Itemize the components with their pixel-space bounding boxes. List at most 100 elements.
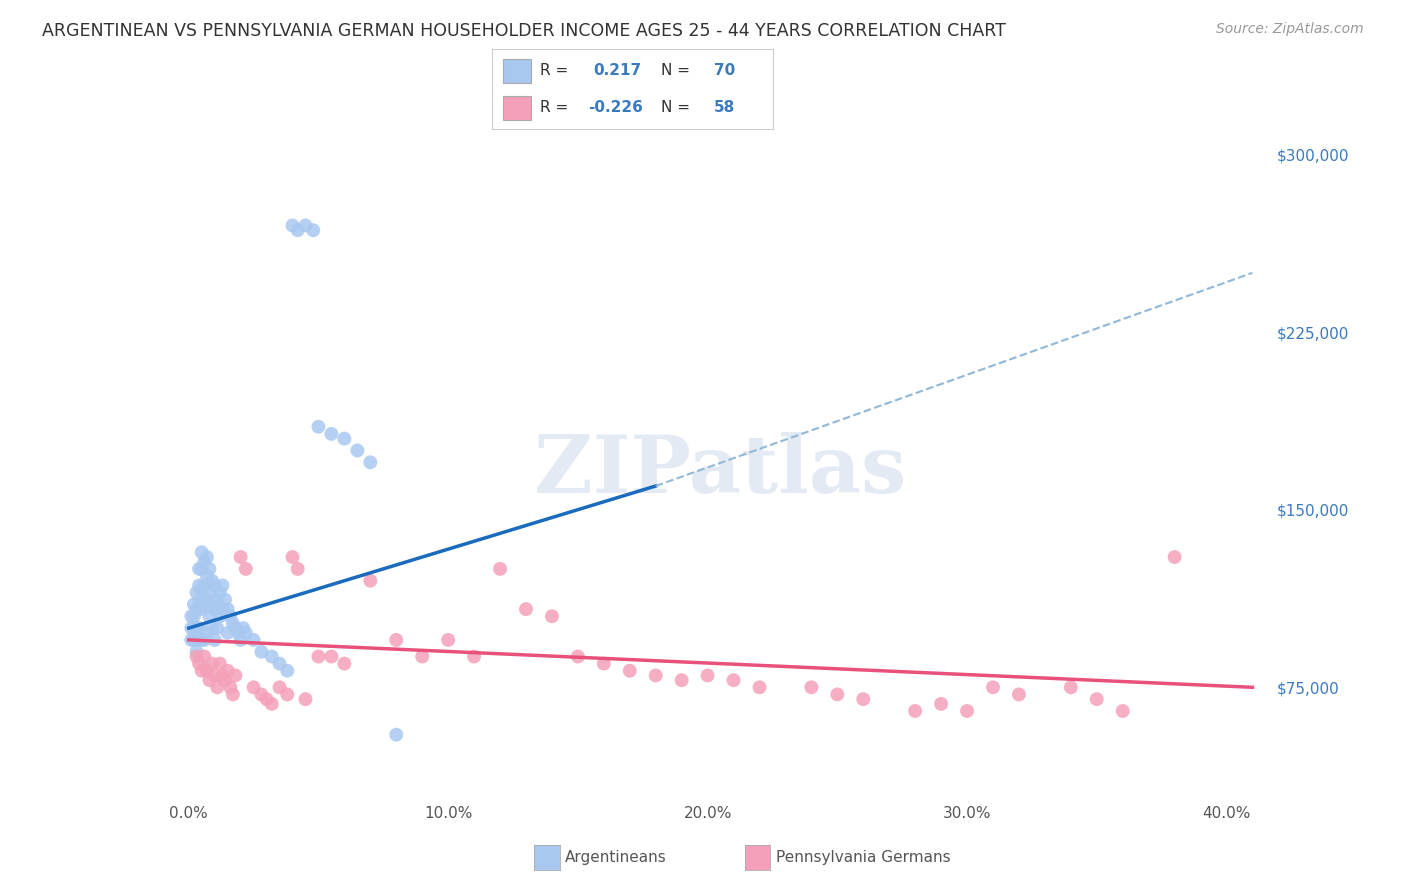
Point [198,562,221,576]
Point [193,578,215,592]
Point [186,585,208,599]
Point [515,602,537,616]
Point [219,681,242,695]
Point [193,632,215,647]
Point [269,657,291,671]
Text: R =: R = [540,63,568,78]
Point [541,609,564,624]
Point [183,598,205,612]
Point [260,697,283,711]
Text: Source: ZipAtlas.com: Source: ZipAtlas.com [1216,22,1364,37]
Point [180,621,202,635]
Point [276,687,298,701]
Point [489,562,512,576]
Point [195,592,218,607]
Point [186,632,208,647]
Text: ZIPatlas: ZIPatlas [534,432,907,510]
Point [211,578,233,592]
Point [929,697,952,711]
Point [222,687,245,701]
Point [232,621,254,635]
Point [250,645,273,659]
Point [204,668,226,682]
Point [204,602,226,616]
Point [201,621,224,635]
Text: N =: N = [661,63,690,78]
Point [190,585,212,599]
Point [287,223,309,237]
Point [201,574,224,588]
Point [188,562,211,576]
Point [1060,681,1083,695]
Point [333,657,356,671]
Point [208,657,231,671]
Point [207,592,229,607]
Point [224,621,246,635]
Text: Argentineans: Argentineans [565,850,666,864]
Point [242,681,264,695]
Point [748,681,770,695]
Point [208,609,231,624]
Point [333,432,356,446]
Point [287,562,309,576]
Point [188,598,211,612]
Point [190,632,212,647]
Point [190,562,212,576]
Point [321,426,343,441]
Point [217,602,239,616]
Point [214,592,236,607]
Point [204,632,226,647]
Point [235,562,257,576]
Point [195,569,218,583]
Point [1163,549,1185,564]
Point [195,549,218,564]
Point [183,632,205,647]
Text: N =: N = [661,100,690,115]
Point [204,578,226,592]
Point [207,681,229,695]
Point [359,455,381,469]
Point [211,668,233,682]
Point [235,625,257,640]
Point [250,687,273,701]
Point [242,632,264,647]
Point [195,625,218,640]
Point [224,668,246,682]
Point [359,574,381,588]
Text: 70: 70 [714,63,735,78]
Point [201,598,224,612]
Text: Pennsylvania Germans: Pennsylvania Germans [776,850,950,864]
Point [190,602,212,616]
Point [644,668,666,682]
Text: R =: R = [540,100,568,115]
Point [226,625,249,640]
Point [956,704,979,718]
Point [463,649,485,664]
Point [180,632,202,647]
Text: 58: 58 [714,100,735,115]
Point [981,681,1004,695]
Point [1112,704,1135,718]
Point [193,555,215,569]
Point [198,673,221,688]
Text: ARGENTINEAN VS PENNSYLVANIA GERMAN HOUSEHOLDER INCOME AGES 25 - 44 YEARS CORRELA: ARGENTINEAN VS PENNSYLVANIA GERMAN HOUSE… [42,22,1007,40]
Point [1085,692,1108,706]
Point [183,621,205,635]
Point [385,632,408,647]
Point [671,673,693,688]
Bar [503,95,531,120]
Point [269,681,291,695]
Point [307,649,329,664]
Point [437,632,460,647]
Point [281,219,304,233]
Point [321,649,343,664]
Point [294,219,316,233]
Point [207,621,229,635]
Point [346,443,368,458]
Point [219,609,242,624]
Point [201,657,224,671]
Point [411,649,433,664]
Point [214,673,236,688]
Point [723,673,745,688]
Point [827,687,849,701]
